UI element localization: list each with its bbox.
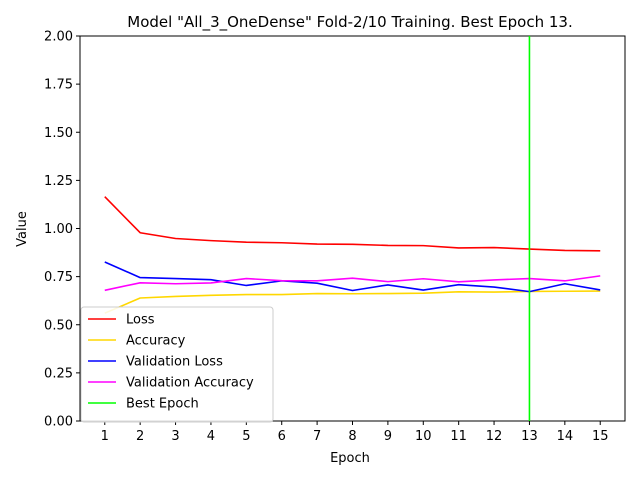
series-line-1 bbox=[104, 196, 601, 252]
legend-label: Loss bbox=[126, 313, 155, 328]
legend-box bbox=[80, 306, 274, 423]
plot-area: 0.000.250.500.751.001.251.501.752.001 2 3 4… bbox=[44, 30, 626, 444]
y-tick-label: 1.25 bbox=[44, 174, 73, 189]
x-tick-label: 13 bbox=[521, 429, 538, 444]
legend-label: Validation Accuracy bbox=[126, 376, 254, 391]
x-tick-label: 14 bbox=[557, 429, 574, 444]
y-tick-label: 0.25 bbox=[44, 366, 73, 381]
legend: Loss Accuracy Validation Loss Validation Ac… bbox=[80, 306, 274, 423]
y-tick-label: 0.50 bbox=[44, 318, 73, 333]
x-tick-label: 10 bbox=[415, 429, 432, 444]
y-axis-label: Value bbox=[15, 211, 30, 247]
y-tick-label: 1.50 bbox=[44, 126, 73, 141]
x-tick-label: 9 bbox=[384, 429, 392, 444]
series-line-4 bbox=[104, 275, 601, 292]
x-tick-label: 3 bbox=[171, 429, 179, 444]
y-tick-label: 1.00 bbox=[44, 222, 73, 237]
y-tick-label: 0.00 bbox=[44, 415, 73, 430]
series-line-3 bbox=[104, 261, 601, 293]
x-tick-label: 5 bbox=[242, 429, 250, 444]
y-tick-label: 1.75 bbox=[44, 78, 73, 93]
x-tick-label: 7 bbox=[313, 429, 321, 444]
x-axis-label: Epoch bbox=[330, 451, 370, 466]
x-tick-label: 4 bbox=[207, 429, 215, 444]
legend-label: Best Epoch bbox=[126, 397, 199, 412]
x-tick-label: 6 bbox=[278, 429, 286, 444]
x-tick-label: 12 bbox=[486, 429, 503, 444]
series-line-2 bbox=[104, 290, 601, 314]
x-tick-label: 15 bbox=[592, 429, 609, 444]
chart-title: Model "All_3_OneDense" Fold-2/10 Trainin… bbox=[127, 13, 572, 32]
x-tick-label: 2 bbox=[136, 429, 144, 444]
legend-label: Accuracy bbox=[126, 334, 186, 349]
y-tick-label: 2.00 bbox=[44, 30, 73, 45]
y-tick-label: 0.75 bbox=[44, 270, 73, 285]
x-tick-label: 11 bbox=[450, 429, 467, 444]
x-tick-label: 8 bbox=[348, 429, 356, 444]
x-tick-label: 1 bbox=[101, 429, 109, 444]
legend-label: Validation Loss bbox=[126, 355, 223, 370]
